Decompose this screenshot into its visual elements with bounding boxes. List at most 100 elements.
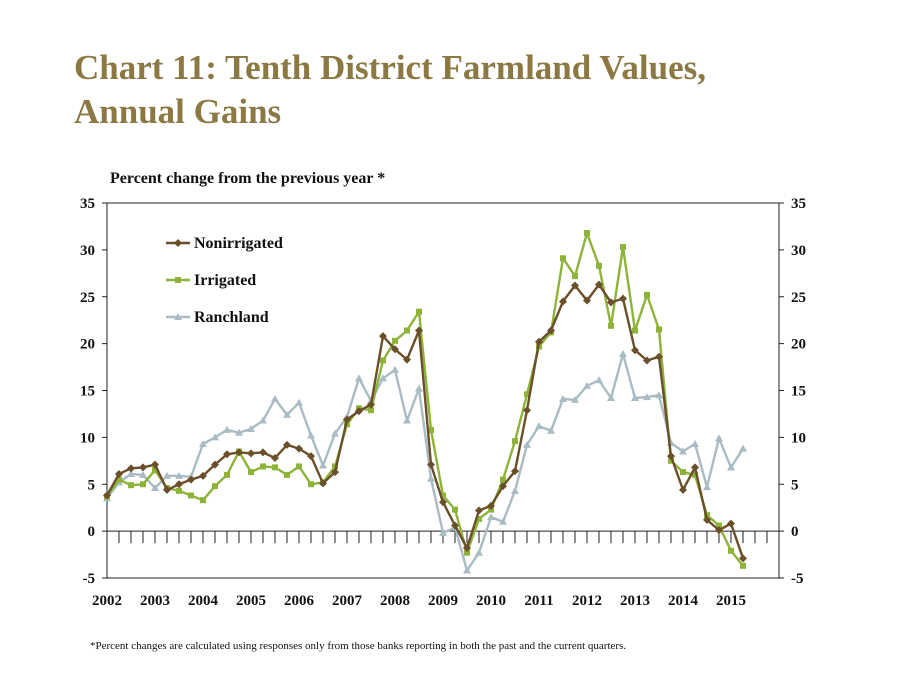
- data-point-nonirrigated: [295, 444, 303, 453]
- data-point-irrigated: [128, 482, 134, 489]
- data-point-irrigated: [584, 230, 590, 236]
- data-point-nonirrigated: [463, 544, 471, 552]
- data-point-irrigated: [680, 469, 686, 476]
- data-point-ranchland: [655, 391, 663, 399]
- y-tick-label-right: 20: [791, 337, 806, 353]
- data-point-irrigated: [428, 426, 434, 433]
- data-point-irrigated: [332, 463, 338, 470]
- y-tick-label-right: 25: [791, 290, 806, 306]
- legend-label-irrigated: Irrigated: [194, 272, 256, 289]
- data-point-ranchland: [223, 425, 231, 433]
- data-point-irrigated: [476, 515, 482, 522]
- x-tick-label-2005: 2005: [236, 593, 266, 609]
- data-point-nonirrigated: [571, 281, 579, 290]
- data-point-ranchland: [175, 471, 183, 479]
- data-point-nonirrigated: [103, 491, 111, 500]
- data-point-ranchland: [691, 439, 699, 447]
- data-point-ranchland: [439, 529, 447, 536]
- series-nonirrigated: [103, 280, 747, 563]
- data-point-irrigated: [416, 308, 422, 315]
- data-point-ranchland: [283, 410, 291, 418]
- data-point-nonirrigated: [523, 406, 531, 415]
- legend-item-ranchland: Ranchland: [166, 309, 269, 326]
- series-ranchland: [103, 349, 747, 574]
- data-point-nonirrigated: [223, 450, 231, 459]
- data-point-ranchland: [523, 440, 531, 448]
- legend-item-irrigated: Irrigated: [166, 272, 256, 289]
- data-point-nonirrigated: [607, 298, 615, 307]
- data-point-nonirrigated: [691, 463, 699, 472]
- data-point-nonirrigated: [715, 526, 723, 535]
- data-point-ranchland: [415, 384, 423, 392]
- data-point-irrigated: [524, 391, 530, 398]
- data-point-nonirrigated: [271, 454, 279, 462]
- data-point-nonirrigated: [391, 345, 399, 354]
- y-tick-label-right: 35: [791, 196, 806, 212]
- series-group: [103, 230, 747, 574]
- data-point-nonirrigated: [379, 332, 387, 341]
- data-point-irrigated: [716, 522, 722, 529]
- legend-label-nonirrigated: Nonirrigated: [194, 235, 283, 252]
- data-point-nonirrigated: [727, 519, 735, 528]
- data-point-nonirrigated: [631, 346, 639, 355]
- data-point-nonirrigated: [403, 355, 411, 364]
- data-point-ranchland: [511, 486, 519, 494]
- data-point-irrigated: [560, 255, 566, 262]
- footnote: *Percent changes are calculated using re…: [90, 640, 627, 652]
- axis-subtitle: Percent change from the previous year *: [110, 170, 386, 187]
- data-point-irrigated: [212, 483, 218, 490]
- data-point-irrigated: [296, 463, 302, 470]
- title-line-2: Annual Gains: [74, 92, 282, 131]
- data-point-irrigated: [224, 471, 230, 478]
- data-point-nonirrigated: [151, 460, 159, 469]
- data-point-nonirrigated: [619, 294, 627, 303]
- data-point-ranchland: [727, 463, 735, 471]
- data-point-irrigated: [260, 463, 266, 470]
- data-point-irrigated: [116, 476, 122, 483]
- data-point-irrigated: [656, 326, 662, 333]
- data-point-ranchland: [547, 426, 555, 434]
- data-point-nonirrigated: [319, 479, 327, 488]
- data-point-nonirrigated: [247, 449, 255, 458]
- data-point-irrigated: [152, 467, 158, 474]
- data-point-nonirrigated: [175, 480, 183, 489]
- data-point-nonirrigated: [439, 498, 447, 507]
- data-point-irrigated: [596, 262, 602, 269]
- data-point-ranchland: [703, 483, 711, 491]
- data-point-irrigated: [440, 492, 446, 499]
- x-tick-label-2011: 2011: [524, 593, 553, 609]
- data-point-ranchland: [643, 393, 651, 401]
- data-point-nonirrigated: [475, 506, 483, 515]
- data-point-irrigated: [404, 327, 410, 334]
- data-point-irrigated: [692, 471, 698, 478]
- data-point-nonirrigated: [115, 469, 123, 478]
- data-point-ranchland: [475, 548, 483, 556]
- data-point-ranchland: [595, 376, 603, 384]
- data-point-ranchland: [139, 470, 147, 478]
- x-tick-label-2015: 2015: [716, 593, 746, 609]
- data-point-irrigated: [392, 337, 398, 344]
- x-tick-label-2007: 2007: [332, 593, 363, 609]
- y-tick-label-left: -5: [83, 571, 96, 587]
- x-tick-label-2003: 2003: [140, 593, 170, 609]
- data-point-nonirrigated: [583, 296, 591, 305]
- data-point-nonirrigated: [595, 280, 603, 289]
- data-point-ranchland: [427, 474, 435, 482]
- data-point-ranchland: [619, 349, 627, 357]
- data-point-nonirrigated: [511, 467, 519, 476]
- data-point-ranchland: [535, 422, 543, 430]
- data-point-nonirrigated: [499, 482, 507, 491]
- y-tick-label-left: 25: [80, 290, 95, 306]
- data-point-nonirrigated: [427, 460, 435, 469]
- x-tick-label-2006: 2006: [284, 593, 315, 609]
- data-point-ranchland: [271, 394, 279, 402]
- data-point-ranchland: [559, 394, 567, 402]
- legend-item-nonirrigated: Nonirrigated: [166, 235, 283, 252]
- data-point-ranchland: [403, 416, 411, 424]
- y-tick-label-right: 30: [791, 243, 806, 259]
- data-point-nonirrigated: [331, 468, 339, 477]
- data-point-ranchland: [127, 469, 135, 477]
- y-tick-label-left: 10: [80, 430, 95, 446]
- data-point-ranchland: [583, 381, 591, 389]
- y-tick-label-left: 35: [80, 196, 95, 212]
